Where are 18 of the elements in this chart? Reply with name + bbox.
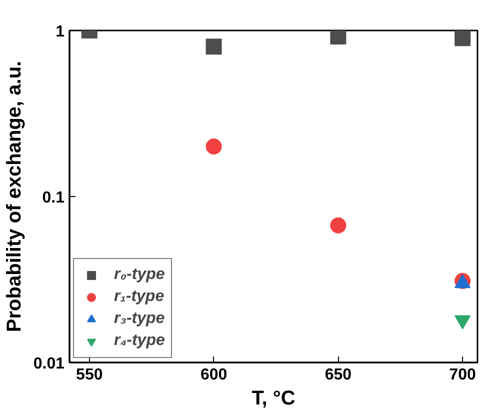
y-tick-label: 0.1 <box>42 190 65 206</box>
x-tick-label: 600 <box>200 366 228 384</box>
x-axis-title: T, °C <box>252 388 296 410</box>
point <box>206 38 222 55</box>
point <box>330 217 346 234</box>
x-tick-label: 650 <box>324 366 352 384</box>
point <box>454 30 471 46</box>
y-tick-label: 0.01 <box>33 356 65 372</box>
y-axis-title: Probability of exchange, a.u. <box>3 60 26 332</box>
x-tick-label: 550 <box>76 366 103 384</box>
point <box>206 138 222 155</box>
legend-label: r₃-type <box>114 310 165 328</box>
legend-label: r₄-type <box>114 332 165 350</box>
y-tick-label: 1 <box>56 24 65 40</box>
legend-label: r₁-type <box>114 288 164 306</box>
x-tick-label: 700 <box>449 366 476 384</box>
legend-label: r₀-type <box>114 266 165 284</box>
point <box>330 30 346 45</box>
